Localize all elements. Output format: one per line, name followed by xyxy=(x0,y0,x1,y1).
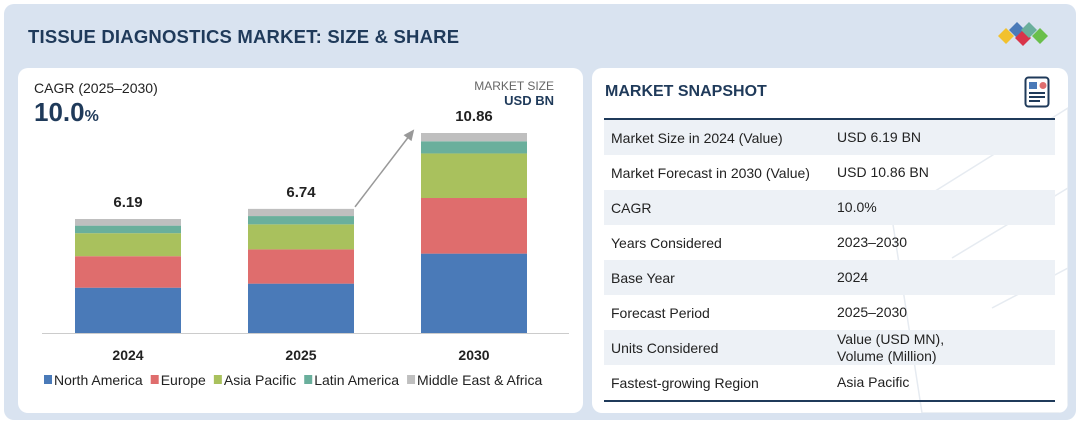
bar-segment xyxy=(248,224,354,250)
bar-segment xyxy=(421,133,527,142)
legend-swatch xyxy=(213,375,222,384)
x-tick-label: 2025 xyxy=(285,347,316,363)
snapshot-row-value: USD 6.19 BN xyxy=(837,129,922,146)
legend-swatch xyxy=(407,375,416,384)
bar-total-label: 6.74 xyxy=(286,184,316,201)
bar-segment xyxy=(421,141,527,154)
bar-segment xyxy=(75,233,181,257)
legend-label: North America xyxy=(54,372,143,388)
market-size-chart-card: CAGR (2025–2030) 10.0% MARKET SIZE USD B… xyxy=(18,68,583,413)
page-frame: TISSUE DIAGNOSTICS MARKET: SIZE & SHARE … xyxy=(4,4,1076,420)
bar-segment xyxy=(248,216,354,225)
brand-logo-icon xyxy=(998,22,1048,46)
bar-total-label: 6.19 xyxy=(113,194,142,211)
legend-label: Latin America xyxy=(314,372,399,388)
bar-segment xyxy=(248,208,354,217)
snapshot-row-value: 2024 xyxy=(837,269,869,286)
report-icon xyxy=(1024,76,1050,108)
legend-swatch xyxy=(44,375,52,384)
legend-label: Europe xyxy=(161,372,206,388)
legend-label: Asia Pacific xyxy=(224,372,296,388)
snapshot-row-value: 2023–2030 xyxy=(837,234,908,251)
snapshot-row: Fastest-growing Region Asia Pacific xyxy=(604,365,1055,400)
snapshot-row-value: USD 10.86 BN xyxy=(837,164,929,181)
snapshot-table: Market Size in 2024 (Value) USD 6.19 BN Ma… xyxy=(604,118,1055,402)
snapshot-row: Market Forecast in 2030 (Value) USD 10.86… xyxy=(604,155,1055,190)
snapshot-row-label: Units Considered xyxy=(611,339,719,356)
snapshot-row-label: Fastest-growing Region xyxy=(611,374,759,391)
snapshot-row-value: 10.0% xyxy=(837,199,877,216)
snapshot-row: Market Size in 2024 (Value) USD 6.19 BN xyxy=(604,120,1055,155)
bar-segment xyxy=(75,287,181,333)
snapshot-row-value: Value (USD MN), Volume (Million) xyxy=(837,330,945,364)
snapshot-row-label: Base Year xyxy=(611,269,675,286)
x-tick-label: 2024 xyxy=(112,347,143,363)
snapshot-row-label: CAGR xyxy=(611,199,652,216)
bar-segment xyxy=(421,198,527,254)
snapshot-row: CAGR 10.0% xyxy=(604,190,1055,225)
snapshot-row-label: Market Size in 2024 (Value) xyxy=(611,129,783,146)
bar-segment xyxy=(421,153,527,199)
bar-segment xyxy=(248,283,354,333)
cagr-label: CAGR (2025–2030) xyxy=(34,80,158,96)
cagr-unit: % xyxy=(84,108,99,125)
snapshot-row: Units Considered Value (USD MN), Volume (M… xyxy=(604,330,1055,365)
bar-segment xyxy=(248,249,354,284)
market-snapshot-card: MARKET SNAPSHOT Market Size in 2024 (Val… xyxy=(592,68,1068,413)
bar-segment xyxy=(421,253,527,333)
snapshot-row-value: 2025–2030 xyxy=(837,304,908,321)
snapshot-row: Forecast Period 2025–2030 xyxy=(604,295,1055,330)
legend-swatch xyxy=(304,375,313,384)
bar-total-label: 10.86 xyxy=(455,108,493,125)
growth-arrow-head-icon xyxy=(403,129,415,142)
snapshot-row-value: Asia Pacific xyxy=(837,374,910,391)
stacked-bar-chart: 6.19 2024 6.74 2025 10.86 2030 North America Eu… xyxy=(42,108,569,388)
snapshot-title: MARKET SNAPSHOT xyxy=(605,83,767,100)
cagr-number: 10.0 xyxy=(34,97,85,127)
bar-segment xyxy=(75,219,181,226)
legend-swatch xyxy=(150,375,159,384)
bar-segment xyxy=(75,225,181,234)
snapshot-row-label: Years Considered xyxy=(611,234,722,251)
x-tick-label: 2030 xyxy=(458,347,489,363)
page-title: TISSUE DIAGNOSTICS MARKET: SIZE & SHARE xyxy=(28,26,460,47)
growth-arrow-line xyxy=(354,130,414,208)
snapshot-row: Years Considered 2023–2030 xyxy=(604,225,1055,260)
snapshot-row: Base Year 2024 xyxy=(604,260,1055,295)
snapshot-row-label: Forecast Period xyxy=(611,304,710,321)
snapshot-row-label: Market Forecast in 2030 (Value) xyxy=(611,164,810,181)
market-size-unit: USD BN xyxy=(504,93,554,108)
bar-segment xyxy=(75,256,181,288)
cagr-value: 10.0% xyxy=(34,97,99,128)
legend-label: Middle East & Africa xyxy=(417,372,542,388)
market-size-label: MARKET SIZE xyxy=(474,79,554,93)
